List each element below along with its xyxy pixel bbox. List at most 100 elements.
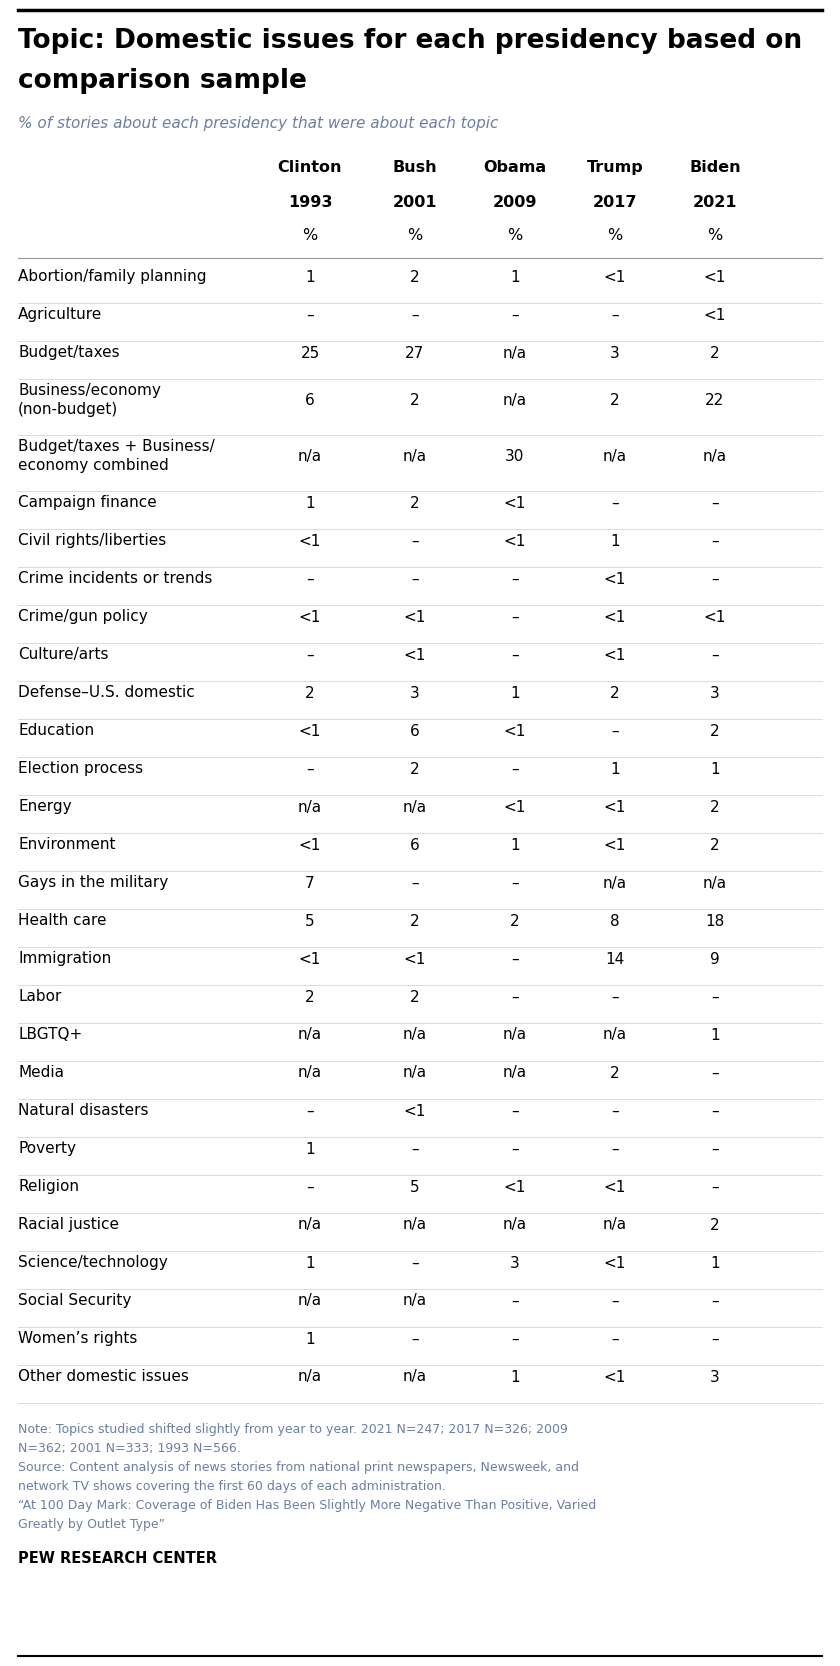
- Text: 2: 2: [510, 913, 520, 928]
- Text: 2001: 2001: [393, 195, 438, 210]
- Text: Other domestic issues: Other domestic issues: [18, 1369, 189, 1384]
- Text: Business/economy
(non-budget): Business/economy (non-budget): [18, 383, 161, 416]
- Text: %: %: [407, 228, 423, 243]
- Text: 30: 30: [506, 448, 525, 463]
- Text: n/a: n/a: [603, 1218, 627, 1233]
- Text: 2: 2: [410, 270, 420, 285]
- Text: % of stories about each presidency that were about each topic: % of stories about each presidency that …: [18, 117, 498, 132]
- Text: n/a: n/a: [703, 448, 727, 463]
- Text: –: –: [711, 1103, 719, 1118]
- Text: n/a: n/a: [298, 1369, 322, 1384]
- Text: 2017: 2017: [593, 195, 638, 210]
- Text: 2: 2: [710, 800, 720, 815]
- Text: n/a: n/a: [403, 1028, 427, 1043]
- Text: <1: <1: [504, 495, 526, 510]
- Text: Budget/taxes + Business/
economy combined: Budget/taxes + Business/ economy combine…: [18, 440, 215, 473]
- Text: <1: <1: [504, 1180, 526, 1195]
- Text: Election process: Election process: [18, 761, 143, 776]
- Text: 3: 3: [610, 345, 620, 360]
- Text: –: –: [711, 571, 719, 586]
- Text: Immigration: Immigration: [18, 951, 111, 966]
- Text: Women’s rights: Women’s rights: [18, 1331, 138, 1346]
- Text: <1: <1: [604, 648, 626, 663]
- Text: 2: 2: [305, 990, 315, 1005]
- Text: 2021: 2021: [693, 195, 738, 210]
- Text: 1: 1: [610, 761, 620, 776]
- Text: Budget/taxes: Budget/taxes: [18, 345, 119, 360]
- Text: 1: 1: [305, 495, 315, 510]
- Text: %: %: [302, 228, 318, 243]
- Text: Energy: Energy: [18, 800, 71, 815]
- Text: –: –: [307, 308, 314, 323]
- Text: <1: <1: [404, 648, 426, 663]
- Text: –: –: [612, 1103, 619, 1118]
- Text: –: –: [412, 1141, 419, 1156]
- Text: network TV shows covering the first 60 days of each administration.: network TV shows covering the first 60 d…: [18, 1479, 446, 1493]
- Text: 5: 5: [410, 1180, 420, 1195]
- Text: <1: <1: [604, 1369, 626, 1384]
- Text: Trump: Trump: [586, 160, 643, 175]
- Text: n/a: n/a: [403, 1293, 427, 1308]
- Text: 1993: 1993: [288, 195, 333, 210]
- Text: 2: 2: [610, 1066, 620, 1081]
- Text: <1: <1: [704, 270, 727, 285]
- Text: Civil rights/liberties: Civil rights/liberties: [18, 533, 166, 548]
- Text: –: –: [711, 1293, 719, 1308]
- Text: n/a: n/a: [298, 1028, 322, 1043]
- Text: Health care: Health care: [18, 913, 107, 928]
- Text: –: –: [711, 1066, 719, 1081]
- Text: Biden: Biden: [689, 160, 741, 175]
- Text: Clinton: Clinton: [278, 160, 342, 175]
- Text: comparison sample: comparison sample: [18, 68, 307, 93]
- Text: Crime incidents or trends: Crime incidents or trends: [18, 571, 213, 586]
- Text: Note: Topics studied shifted slightly from year to year. 2021 N=247; 2017 N=326;: Note: Topics studied shifted slightly fr…: [18, 1423, 568, 1436]
- Text: 18: 18: [706, 913, 725, 928]
- Text: –: –: [711, 495, 719, 510]
- Text: 3: 3: [410, 685, 420, 700]
- Text: 1: 1: [510, 838, 520, 853]
- Text: Environment: Environment: [18, 836, 116, 851]
- Text: n/a: n/a: [603, 448, 627, 463]
- Text: –: –: [612, 1293, 619, 1308]
- Text: –: –: [512, 951, 519, 966]
- Text: –: –: [612, 1141, 619, 1156]
- Text: 2: 2: [305, 685, 315, 700]
- Text: 2: 2: [610, 685, 620, 700]
- Text: –: –: [512, 876, 519, 891]
- Text: –: –: [412, 533, 419, 548]
- Text: –: –: [412, 308, 419, 323]
- Text: n/a: n/a: [603, 876, 627, 891]
- Text: <1: <1: [299, 610, 321, 625]
- Text: 14: 14: [606, 951, 625, 966]
- Text: –: –: [711, 1180, 719, 1195]
- Text: Campaign finance: Campaign finance: [18, 495, 157, 510]
- Text: <1: <1: [404, 610, 426, 625]
- Text: 2: 2: [410, 761, 420, 776]
- Text: <1: <1: [504, 800, 526, 815]
- Text: 1: 1: [510, 685, 520, 700]
- Text: n/a: n/a: [603, 1028, 627, 1043]
- Text: 7: 7: [305, 876, 315, 891]
- Text: N=362; 2001 N=333; 1993 N=566.: N=362; 2001 N=333; 1993 N=566.: [18, 1443, 241, 1454]
- Text: –: –: [612, 990, 619, 1005]
- Text: 2: 2: [710, 838, 720, 853]
- Text: –: –: [612, 723, 619, 738]
- Text: Culture/arts: Culture/arts: [18, 646, 108, 661]
- Text: Abortion/family planning: Abortion/family planning: [18, 268, 207, 283]
- Text: <1: <1: [504, 533, 526, 548]
- Text: <1: <1: [299, 723, 321, 738]
- Text: 6: 6: [410, 838, 420, 853]
- Text: <1: <1: [604, 571, 626, 586]
- Text: %: %: [507, 228, 522, 243]
- Text: 1: 1: [710, 1256, 720, 1271]
- Text: Labor: Labor: [18, 990, 61, 1005]
- Text: %: %: [707, 228, 722, 243]
- Text: –: –: [307, 1103, 314, 1118]
- Text: 3: 3: [710, 1369, 720, 1384]
- Text: 2: 2: [410, 393, 420, 408]
- Text: Racial justice: Racial justice: [18, 1216, 119, 1231]
- Text: Social Security: Social Security: [18, 1293, 131, 1308]
- Text: n/a: n/a: [403, 800, 427, 815]
- Text: 1: 1: [305, 1141, 315, 1156]
- Text: n/a: n/a: [298, 448, 322, 463]
